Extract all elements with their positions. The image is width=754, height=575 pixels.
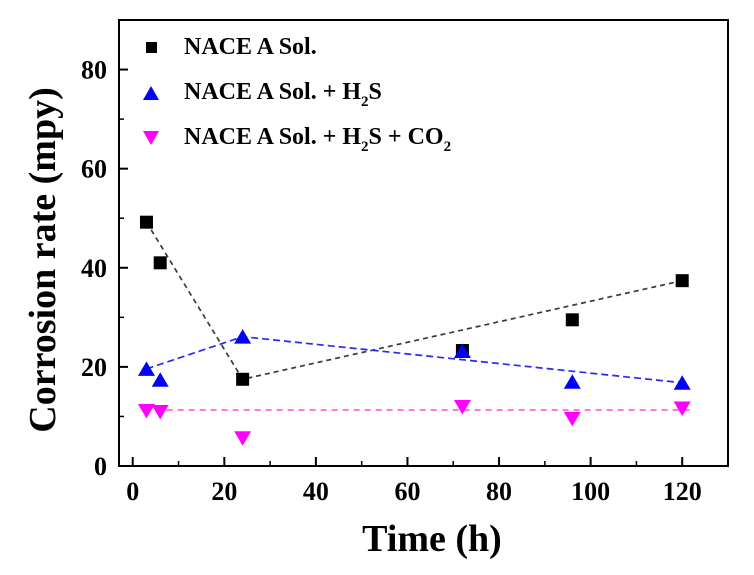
data-point bbox=[153, 256, 167, 270]
data-point bbox=[565, 313, 579, 327]
data-point bbox=[151, 372, 169, 387]
data-point bbox=[453, 400, 471, 415]
plot-layers: 0 20 40 60 80 100 120 0 20 40 60 80 bbox=[81, 19, 729, 506]
data-point bbox=[234, 329, 252, 344]
data-point bbox=[675, 274, 689, 288]
y-tick-label: 60 bbox=[81, 155, 107, 184]
legend-item-label: NACE A Sol. + H2S bbox=[184, 79, 382, 110]
label-text: NACE A Sol. bbox=[184, 34, 317, 60]
subscript-text: 2 bbox=[443, 139, 452, 155]
x-axis-title: Time (h) bbox=[362, 518, 502, 560]
x-tick-label: 40 bbox=[303, 477, 329, 506]
square-marker-icon bbox=[138, 42, 164, 53]
triangle-down-marker-shape bbox=[143, 130, 159, 145]
triangle-up-marker-shape bbox=[143, 85, 159, 100]
label-text: S bbox=[368, 79, 382, 105]
y-axis-title: Corrosion rate (mpy) bbox=[22, 87, 64, 432]
subscript-text: 2 bbox=[361, 94, 369, 110]
plot-frame bbox=[118, 19, 729, 467]
x-tick-label: 0 bbox=[126, 477, 139, 506]
legend-item-label: NACE A Sol. + H2S + CO2 bbox=[184, 124, 451, 155]
y-tick-label: 80 bbox=[81, 56, 107, 85]
trend-line bbox=[145, 221, 683, 381]
x-tick-label: 80 bbox=[486, 477, 512, 506]
x-tick-label: 60 bbox=[394, 477, 420, 506]
legend-item-label: NACE A Sol. bbox=[184, 34, 317, 61]
x-tick-label: 120 bbox=[663, 477, 702, 506]
y-tick-label: 20 bbox=[81, 353, 107, 382]
square-marker-shape bbox=[145, 42, 157, 53]
x-tick-label: 100 bbox=[571, 477, 610, 506]
trend-line bbox=[146, 335, 683, 384]
label-text: S + CO bbox=[368, 124, 444, 150]
data-point bbox=[137, 361, 155, 376]
data-point bbox=[673, 375, 691, 390]
triangle-up-marker-icon bbox=[138, 85, 164, 100]
data-point bbox=[234, 431, 252, 446]
data-point bbox=[139, 215, 153, 229]
data-point bbox=[151, 404, 169, 420]
legend-item: NACE A Sol. bbox=[138, 25, 451, 70]
x-tick-label: 20 bbox=[211, 477, 237, 506]
y-tick-label: 0 bbox=[94, 452, 107, 481]
legend: NACE A Sol. NACE A Sol. + H2S NACE A Sol. … bbox=[138, 25, 451, 160]
data-point bbox=[137, 403, 155, 419]
label-text: NACE A Sol. + H bbox=[184, 79, 362, 105]
data-point bbox=[563, 411, 581, 427]
data-point bbox=[563, 374, 581, 389]
legend-item: NACE A Sol. + H2S bbox=[138, 70, 451, 115]
data-point bbox=[453, 343, 471, 359]
data-point bbox=[236, 372, 250, 386]
y-tick-label: 40 bbox=[81, 254, 107, 283]
legend-item: NACE A Sol. + H2S + CO2 bbox=[138, 115, 451, 160]
label-text: NACE A Sol. + H bbox=[184, 124, 362, 150]
triangle-down-marker-icon bbox=[138, 130, 164, 145]
data-point bbox=[673, 401, 691, 417]
subscript-text: 2 bbox=[361, 139, 369, 155]
